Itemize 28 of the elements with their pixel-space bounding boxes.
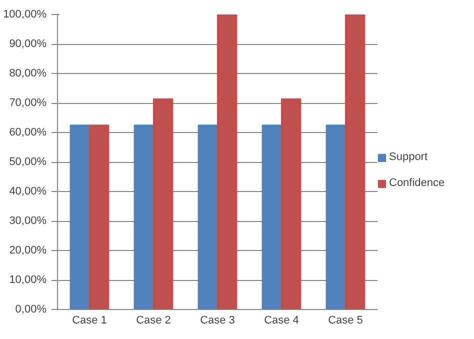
bar: [70, 124, 90, 310]
y-tick-label: 80,00%: [9, 68, 47, 80]
bar: [198, 124, 218, 310]
bar: [326, 124, 346, 310]
y-tick-label: 30,00%: [9, 215, 47, 227]
legend-label: Support: [389, 151, 428, 163]
y-tick-label: 40,00%: [9, 186, 47, 198]
x-tick-label: Case 2: [136, 314, 171, 326]
bar: [134, 124, 154, 310]
y-tick-label: 90,00%: [9, 38, 47, 50]
bar: [153, 98, 174, 310]
y-tick-label: 20,00%: [9, 244, 47, 256]
y-tick-label: 70,00%: [9, 97, 47, 109]
y-tick-label: 50,00%: [9, 156, 47, 168]
bar: [217, 14, 238, 310]
bar: [262, 124, 282, 310]
bar: [345, 14, 366, 310]
y-tick-label: 100,00%: [3, 8, 47, 20]
x-tick-label: Case 5: [328, 314, 363, 326]
bar: [89, 124, 110, 310]
x-tick-label: Case 4: [264, 314, 299, 326]
y-tick-label: 60,00%: [9, 126, 47, 138]
x-tick-label: Case 3: [200, 314, 235, 326]
x-tick-label: Case 1: [72, 314, 107, 326]
y-tick-label: 10,00%: [9, 274, 47, 286]
legend-label: Confidence: [389, 177, 445, 189]
y-tick-label: 0,00%: [15, 304, 47, 316]
bar: [281, 98, 302, 310]
